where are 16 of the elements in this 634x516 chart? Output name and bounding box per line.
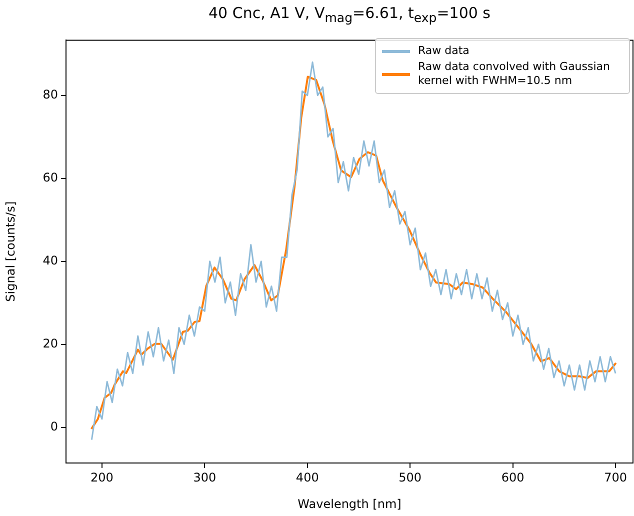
x-tick-label: 400: [296, 470, 319, 484]
x-tick-label: 600: [501, 470, 524, 484]
y-axis-title: Signal [counts/s]: [3, 201, 18, 302]
y-tick-label: 80: [42, 88, 58, 102]
y-tick-label: 60: [42, 170, 58, 184]
legend-label: Raw data convolved with Gaussian kernel with FWHM=10.5 nm: [418, 60, 612, 88]
legend-label: Raw data: [418, 44, 470, 58]
x-tick-label: 700: [604, 470, 627, 484]
y-tick-label: 40: [42, 253, 58, 268]
chart-title: 40 Cnc, A1 V, V$_{mag}$=6.61, t$_{exp}$=100 s: [207, 4, 492, 25]
x-tick-label: 300: [193, 470, 216, 484]
y-tick-label: 0: [50, 419, 58, 434]
x-tick-label: 200: [90, 470, 114, 484]
x-tick-label: 500: [398, 470, 422, 484]
y-tick-label: 20: [42, 336, 58, 350]
x-axis-title: Wavelength [nm]: [298, 496, 402, 511]
